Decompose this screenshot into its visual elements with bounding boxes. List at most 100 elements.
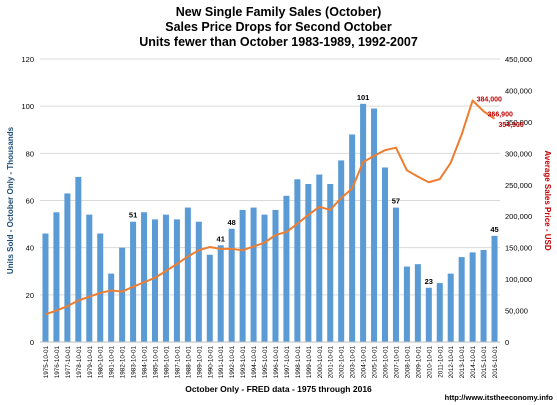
x-tick-label: 2016-10-01 <box>492 346 499 379</box>
bar <box>338 160 345 342</box>
bar <box>75 176 82 342</box>
bar-data-label: 41 <box>217 234 225 243</box>
bar <box>239 209 246 342</box>
x-tick-label: 2012-10-01 <box>448 346 455 379</box>
bar <box>316 174 323 342</box>
bar <box>294 179 301 342</box>
x-tick-label: 1989-10-01 <box>196 346 203 379</box>
y2-tick-label: 300,000 <box>505 149 532 158</box>
bar <box>327 183 334 342</box>
bar-data-label: 101 <box>357 93 370 102</box>
bar <box>64 193 71 342</box>
x-tick-label: 2000-10-01 <box>317 346 324 379</box>
bar <box>261 214 268 342</box>
y2-tick-label: 250,000 <box>505 181 532 190</box>
x-tick-label: 1978-10-01 <box>76 346 83 379</box>
bar <box>195 221 202 342</box>
bar <box>272 209 279 342</box>
x-tick-label: 1975-10-01 <box>43 346 50 379</box>
bar <box>228 228 235 342</box>
bar <box>458 257 465 342</box>
x-tick-label: 2010-10-01 <box>426 346 433 379</box>
bar <box>381 167 389 342</box>
bar <box>491 235 498 342</box>
bar-data-label: 51 <box>129 211 137 220</box>
x-tick-label: 2013-10-01 <box>459 346 466 379</box>
x-tick-label: 1982-10-01 <box>120 346 127 379</box>
bar <box>414 264 421 342</box>
bar <box>53 212 60 342</box>
y-tick-label: 40 <box>26 244 34 253</box>
x-tick-label: 1985-10-01 <box>153 346 160 379</box>
x-tick-label: 2006-10-01 <box>383 346 390 379</box>
bar <box>349 134 356 342</box>
x-tick-label: 1996-10-01 <box>273 346 280 379</box>
bar-data-label: 23 <box>425 277 433 286</box>
bar-data-label: 57 <box>392 197 400 206</box>
bar <box>469 252 476 342</box>
bar <box>283 195 290 342</box>
y2-tick-label: 150,000 <box>505 244 532 253</box>
bar <box>392 207 399 342</box>
y2-axis-title: Average Sales Price - USD <box>543 150 552 250</box>
x-tick-label: 1983-10-01 <box>131 346 138 379</box>
x-tick-label: 1995-10-01 <box>262 346 269 379</box>
x-tick-label: 1980-10-01 <box>98 346 105 379</box>
bar <box>162 214 169 342</box>
x-tick-label: 1991-10-01 <box>218 346 225 379</box>
y-axis-title: Units Sold - October Only - Thousands <box>6 126 15 274</box>
x-tick-label: 1992-10-01 <box>229 346 236 379</box>
bar <box>184 207 191 342</box>
x-tick-label: 1997-10-01 <box>284 346 291 379</box>
bar <box>108 273 115 342</box>
bar <box>173 219 180 342</box>
bar <box>425 287 432 342</box>
bar <box>130 221 137 342</box>
y-tick-label: 0 <box>30 338 34 347</box>
x-tick-label: 1986-10-01 <box>163 346 170 379</box>
bar <box>371 108 378 343</box>
x-tick-label: 2005-10-01 <box>372 346 379 379</box>
x-tick-label: 2001-10-01 <box>328 346 335 379</box>
y2-tick-label: 100,000 <box>505 275 532 284</box>
source-credit: http://www.itstheeconomy.info <box>444 393 553 402</box>
y-tick-label: 100 <box>21 102 34 111</box>
bar <box>403 266 410 342</box>
x-tick-label: 1981-10-01 <box>109 346 116 379</box>
x-tick-label: 2008-10-01 <box>404 346 411 379</box>
x-tick-label: 1979-10-01 <box>87 346 94 379</box>
x-tick-label: 1988-10-01 <box>185 346 192 379</box>
bar <box>42 233 49 342</box>
bar <box>97 233 104 342</box>
y2-tick-label: 450,000 <box>505 55 532 64</box>
bar <box>151 219 159 342</box>
y2-tick-label: 0 <box>505 338 509 347</box>
price-data-label: 354,900 <box>499 122 524 129</box>
bar-data-label: 48 <box>227 218 235 227</box>
x-tick-label: 2004-10-01 <box>361 346 368 379</box>
bar <box>250 207 257 342</box>
bar <box>217 245 224 342</box>
x-tick-label: 1977-10-01 <box>65 346 72 379</box>
x-tick-label: 2002-10-01 <box>339 346 346 379</box>
bar <box>141 212 148 342</box>
x-tick-label: 2009-10-01 <box>415 346 422 379</box>
x-tick-label: 1994-10-01 <box>251 346 258 379</box>
x-tick-label: 2007-10-01 <box>393 346 400 379</box>
bar <box>480 250 487 342</box>
x-tick-label: 2014-10-01 <box>470 346 477 379</box>
x-tick-label: 1984-10-01 <box>142 346 149 379</box>
x-axis-label: October Only - FRED data - 1975 through … <box>185 384 372 394</box>
y2-tick-label: 50,000 <box>505 307 528 316</box>
chart-title: New Single Family Sales (October) <box>175 5 382 19</box>
x-tick-label: 2015-10-01 <box>481 346 488 379</box>
chart-subtitle-2: Units fewer than October 1983-1989, 1992… <box>139 35 418 49</box>
bar <box>436 283 443 342</box>
x-tick-label: 2011-10-01 <box>437 346 444 378</box>
x-tick-label: 2003-10-01 <box>350 346 357 379</box>
price-data-label: 384,000 <box>477 97 502 104</box>
x-tick-label: 1999-10-01 <box>306 346 313 379</box>
y2-tick-label: 350,000 <box>505 118 532 127</box>
bar-data-label: 45 <box>490 225 498 234</box>
bar <box>206 254 213 342</box>
